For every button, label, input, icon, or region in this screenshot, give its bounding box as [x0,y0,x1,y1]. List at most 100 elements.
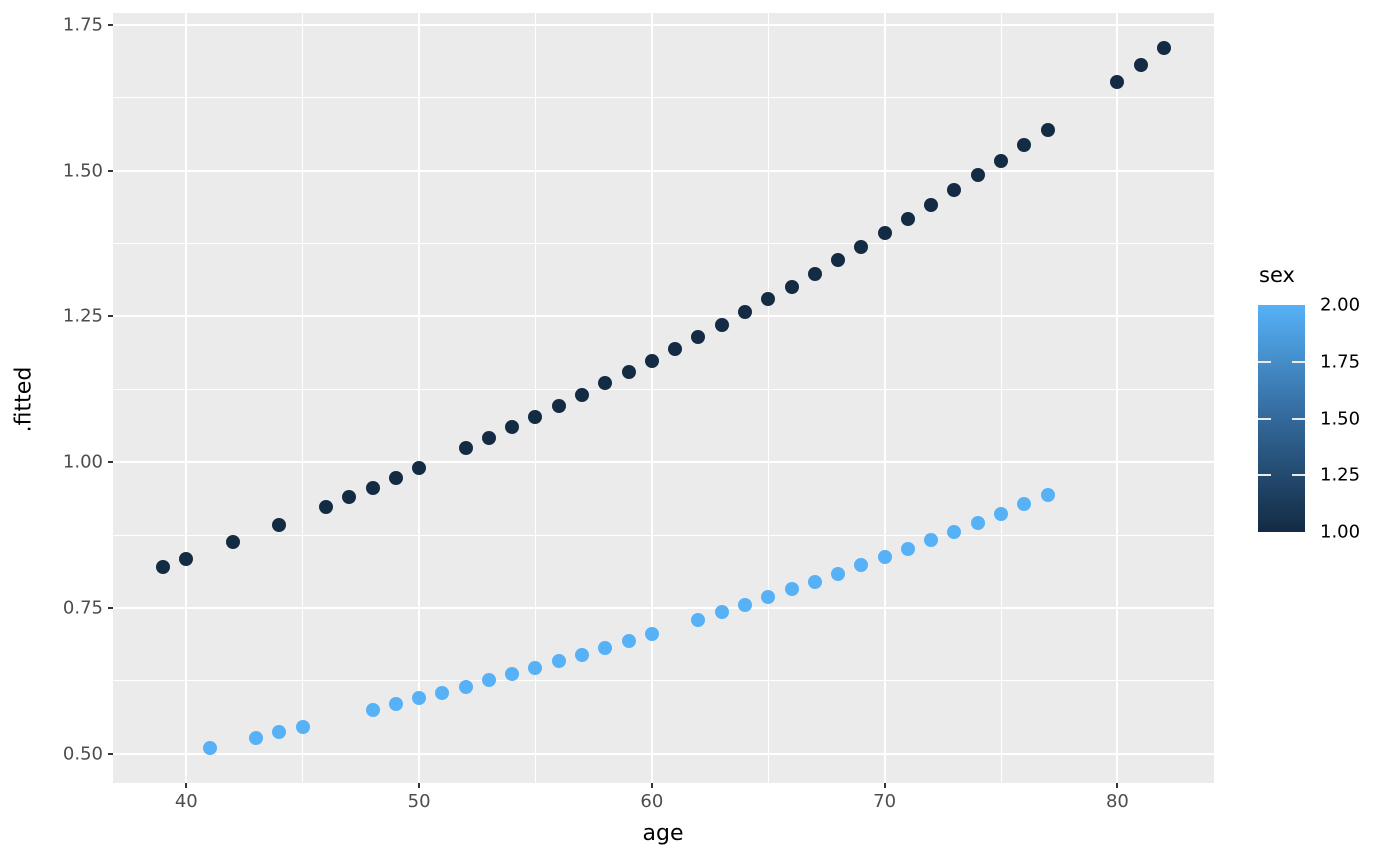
data-point-series-1 [179,552,194,566]
data-point-series-1 [668,342,683,356]
y-major-gridline [113,752,1214,755]
data-point-series-2 [435,685,450,700]
y-tick-label: 1.25 [62,305,103,327]
data-point-series-1 [737,305,752,320]
data-point-series-1 [994,153,1009,168]
data-point-series-1 [1017,138,1032,153]
data-point-series-2 [924,533,939,548]
data-point-series-2 [691,612,706,627]
data-point-series-2 [784,582,799,597]
data-point-series-1 [1110,74,1125,89]
x-minor-gridline [534,13,536,783]
y-axis-tick [108,752,113,755]
data-point-series-1 [1133,57,1148,72]
legend-break-label: 1.25 [1320,464,1361,486]
data-point-series-2 [644,626,659,641]
data-point-series-1 [947,183,962,198]
data-point-series-2 [458,679,473,694]
legend-colorbar-tick [1258,474,1271,477]
x-axis-title: age [642,821,684,846]
data-point-series-1 [156,560,171,575]
data-point-series-1 [761,292,776,307]
data-point-series-1 [458,441,473,456]
x-tick-label: 60 [640,791,664,812]
data-point-series-1 [272,517,287,532]
x-axis-tick [883,783,886,788]
data-point-series-1 [877,225,892,240]
legend-title: sex [1259,263,1295,287]
data-point-series-1 [924,197,939,212]
legend-break-label: 1.75 [1320,351,1361,373]
x-axis-tick [418,783,421,788]
data-point-series-1 [551,399,566,414]
data-point-series-2 [831,566,846,581]
data-point-series-1 [1156,41,1171,55]
data-point-series-1 [714,317,729,332]
y-minor-gridline [113,388,1214,390]
legend-colorbar-tick [1292,417,1305,420]
data-point-series-2 [947,524,962,539]
x-major-gridline [1116,13,1119,783]
data-point-series-2 [900,541,915,556]
data-point-series-2 [1040,487,1055,502]
x-major-gridline [185,13,188,783]
x-tick-label: 70 [873,791,897,812]
y-major-gridline [113,607,1214,609]
y-tick-label: 0.75 [62,597,103,619]
x-minor-gridline [302,13,304,783]
y-minor-gridline [113,97,1214,99]
y-major-gridline [113,169,1214,172]
data-point-series-2 [714,605,729,620]
y-tick-label: 1.00 [62,451,103,473]
legend-colorbar-tick [1258,417,1271,420]
data-point-series-2 [970,515,985,530]
x-tick-label: 80 [1105,791,1129,812]
legend-colorbar-tick [1258,360,1271,363]
data-point-series-1 [412,461,427,475]
data-point-series-1 [854,239,869,254]
y-axis-title: .fitted [11,366,37,433]
y-minor-gridline [113,680,1214,682]
data-point-series-2 [854,558,869,573]
data-point-series-2 [202,741,217,755]
x-major-gridline [883,13,886,783]
data-point-series-1 [644,353,659,368]
data-point-series-1 [1040,122,1055,137]
data-point-series-2 [807,574,822,589]
y-major-gridline [113,461,1214,464]
data-point-series-2 [551,654,566,669]
data-point-series-1 [505,420,520,435]
legend-colorbar [1258,305,1305,532]
data-point-series-1 [342,490,357,505]
data-point-series-2 [737,598,752,613]
data-point-series-2 [412,691,427,706]
data-point-series-2 [365,703,380,718]
y-axis-tick [108,461,113,464]
x-axis-tick [650,783,653,788]
data-point-series-1 [784,279,799,294]
data-point-series-1 [598,376,613,391]
data-point-series-2 [598,640,613,655]
y-major-gridline [113,315,1214,318]
data-point-series-2 [249,730,264,745]
y-axis-tick [108,23,113,26]
x-axis-tick [185,783,188,788]
y-major-gridline [113,23,1214,26]
x-major-gridline [650,13,653,783]
data-point-series-1 [900,211,915,226]
data-point-series-2 [505,666,520,681]
data-point-series-1 [225,535,240,550]
legend-break-label: 1.00 [1320,521,1361,543]
data-point-series-2 [528,660,543,675]
x-minor-gridline [767,13,769,783]
x-tick-label: 40 [174,791,198,812]
data-point-series-1 [528,409,543,424]
data-point-series-2 [621,633,636,648]
y-tick-label: 0.50 [62,743,103,765]
data-point-series-1 [388,470,403,485]
x-axis-tick [1116,783,1119,788]
y-axis-tick [108,315,113,318]
y-minor-gridline [113,242,1214,244]
y-axis-tick [108,169,113,172]
